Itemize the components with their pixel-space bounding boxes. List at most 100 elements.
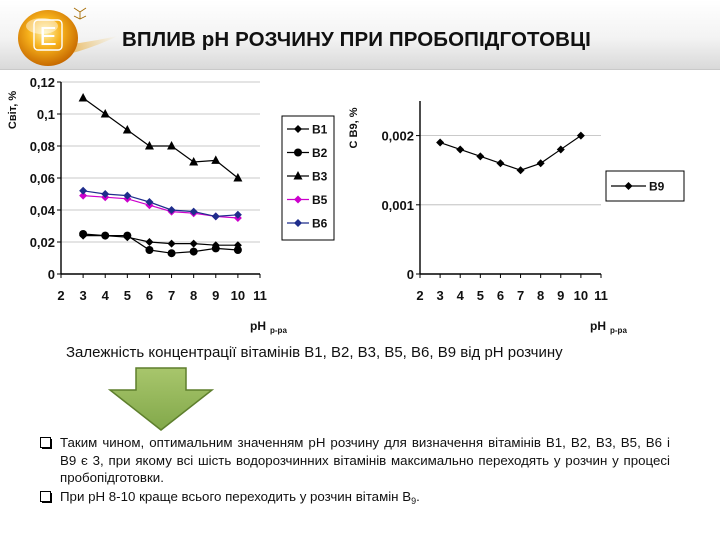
legend-marker xyxy=(294,125,302,133)
x-tick-label: 3 xyxy=(79,288,86,303)
x-axis-label-sub: р-ра xyxy=(610,326,627,335)
conclusions-list: Таким чином, оптимальним значенням рН ро… xyxy=(40,434,670,510)
data-point-b3 xyxy=(211,155,221,164)
x-tick-label: 7 xyxy=(168,288,175,303)
x-tick-label: 2 xyxy=(57,288,64,303)
series-line-b3 xyxy=(82,97,239,179)
data-point-b9 xyxy=(476,152,485,161)
legend-marker xyxy=(293,171,303,180)
x-tick-label: 10 xyxy=(231,288,245,303)
legend-label: B9 xyxy=(649,180,665,194)
data-point-b2 xyxy=(145,246,154,254)
data-point-b6 xyxy=(233,210,242,219)
data-point-b2 xyxy=(79,230,88,238)
data-point-b6 xyxy=(101,190,110,198)
legend-label: B5 xyxy=(312,193,328,207)
data-point-b3 xyxy=(100,109,110,118)
legend-label: B2 xyxy=(312,146,328,160)
data-point-b2 xyxy=(101,231,110,240)
x-axis-label: pH xyxy=(250,319,266,333)
y-tick-label: 0,002 xyxy=(381,129,414,144)
conclusion-text-2: При рН 8-10 краще всього переходить у ро… xyxy=(60,488,412,504)
checkbox-bullet-icon xyxy=(40,437,52,449)
x-axis-label: pH xyxy=(590,319,606,333)
figure-caption: Залежність концентрації вітамінів В1, В2… xyxy=(66,344,563,361)
vitamin-e-logo: E xyxy=(18,7,118,66)
data-point-b6 xyxy=(189,207,198,216)
data-point-b9 xyxy=(456,145,465,154)
data-point-b2 xyxy=(189,247,198,256)
data-point-b6 xyxy=(211,212,220,221)
series-line-b9 xyxy=(439,135,582,171)
x-tick-label: 5 xyxy=(124,288,131,303)
data-point-b9 xyxy=(576,131,585,140)
x-tick-label: 10 xyxy=(574,288,588,303)
y-tick-label: 0 xyxy=(407,267,414,282)
x-tick-label: 11 xyxy=(253,288,267,303)
y-tick-label: 0 xyxy=(48,267,55,282)
charts-area: 00,020,040,060,080,10,122 3 4 5 6 7 8 9 10 11Cвіт… xyxy=(7,75,685,335)
data-point-b6 xyxy=(145,198,154,206)
x-tick-label: 2 xyxy=(416,288,423,303)
conclusion-item-1: Таким чином, оптимальним значенням рН ро… xyxy=(40,434,670,487)
legend-box xyxy=(281,115,335,241)
data-point-b9 xyxy=(436,138,445,147)
conclusion-tail: . xyxy=(416,488,420,504)
legend-marker xyxy=(624,182,633,190)
y-tick-label: 0,12 xyxy=(30,75,55,90)
y-tick-label: 0,001 xyxy=(381,198,414,213)
legend-marker xyxy=(294,148,302,157)
data-point-b5 xyxy=(79,191,88,200)
legend-label: B1 xyxy=(312,123,328,137)
data-point-b9 xyxy=(536,159,545,168)
data-point-b3 xyxy=(189,157,199,166)
down-arrow-icon xyxy=(107,367,215,431)
x-tick-label: 6 xyxy=(497,288,504,303)
x-tick-label: 6 xyxy=(146,288,153,303)
x-tick-label: 4 xyxy=(457,288,465,303)
x-tick-label: 9 xyxy=(557,288,564,303)
y-axis-label: Cвіт, % xyxy=(7,91,19,129)
data-point-b3 xyxy=(122,125,132,134)
data-point-b3 xyxy=(233,173,243,182)
x-tick-label: 8 xyxy=(537,288,544,303)
x-tick-label: 5 xyxy=(477,288,484,303)
data-point-b2 xyxy=(167,249,176,258)
legend-marker xyxy=(294,195,302,204)
data-point-b3 xyxy=(144,141,154,150)
data-point-b9 xyxy=(516,166,525,175)
y-tick-label: 0,1 xyxy=(37,107,55,122)
data-point-b6 xyxy=(167,206,176,214)
x-tick-label: 3 xyxy=(436,288,443,303)
y-tick-label: 0,08 xyxy=(30,139,55,154)
slide-title: ВПЛИВ рН РОЗЧИНУ ПРИ ПРОБОПІДГОТОВЦІ xyxy=(122,28,591,51)
x-tick-label: 4 xyxy=(102,288,110,303)
data-point-b9 xyxy=(556,145,565,154)
legend-label: B3 xyxy=(312,170,328,184)
logo-letter: E xyxy=(39,21,56,51)
x-tick-label: 11 xyxy=(594,288,608,303)
data-point-b2 xyxy=(211,244,220,253)
data-point-b9 xyxy=(496,159,505,168)
data-point-b1 xyxy=(189,239,198,248)
conclusion-text-1: Таким чином, оптимальним значенням рН ро… xyxy=(60,435,670,485)
x-tick-label: 8 xyxy=(190,288,197,303)
slide-header: E ВПЛИВ рН РОЗЧИНУ ПРИ ПРОБОПІДГОТОВЦІ xyxy=(0,0,720,70)
data-point-b1 xyxy=(145,238,154,246)
conclusion-subscript: 9 xyxy=(411,495,417,506)
legend-label: B6 xyxy=(312,217,328,231)
y-axis-label: C B9, % xyxy=(348,107,360,148)
checkbox-bullet-icon xyxy=(40,490,52,503)
x-tick-label: 7 xyxy=(517,288,524,303)
y-tick-label: 0,04 xyxy=(30,203,56,218)
data-point-b2 xyxy=(123,231,132,240)
legend-marker xyxy=(294,219,302,227)
conclusion-item-2: При рН 8-10 краще всього переходить у ро… xyxy=(40,488,670,511)
data-point-b6 xyxy=(123,191,132,200)
y-tick-label: 0,02 xyxy=(30,235,55,250)
data-point-b2 xyxy=(233,246,242,254)
x-axis-label-sub: р-ра xyxy=(270,326,287,335)
x-tick-label: 9 xyxy=(212,288,219,303)
data-point-b6 xyxy=(79,186,88,195)
data-point-b3 xyxy=(167,141,177,150)
